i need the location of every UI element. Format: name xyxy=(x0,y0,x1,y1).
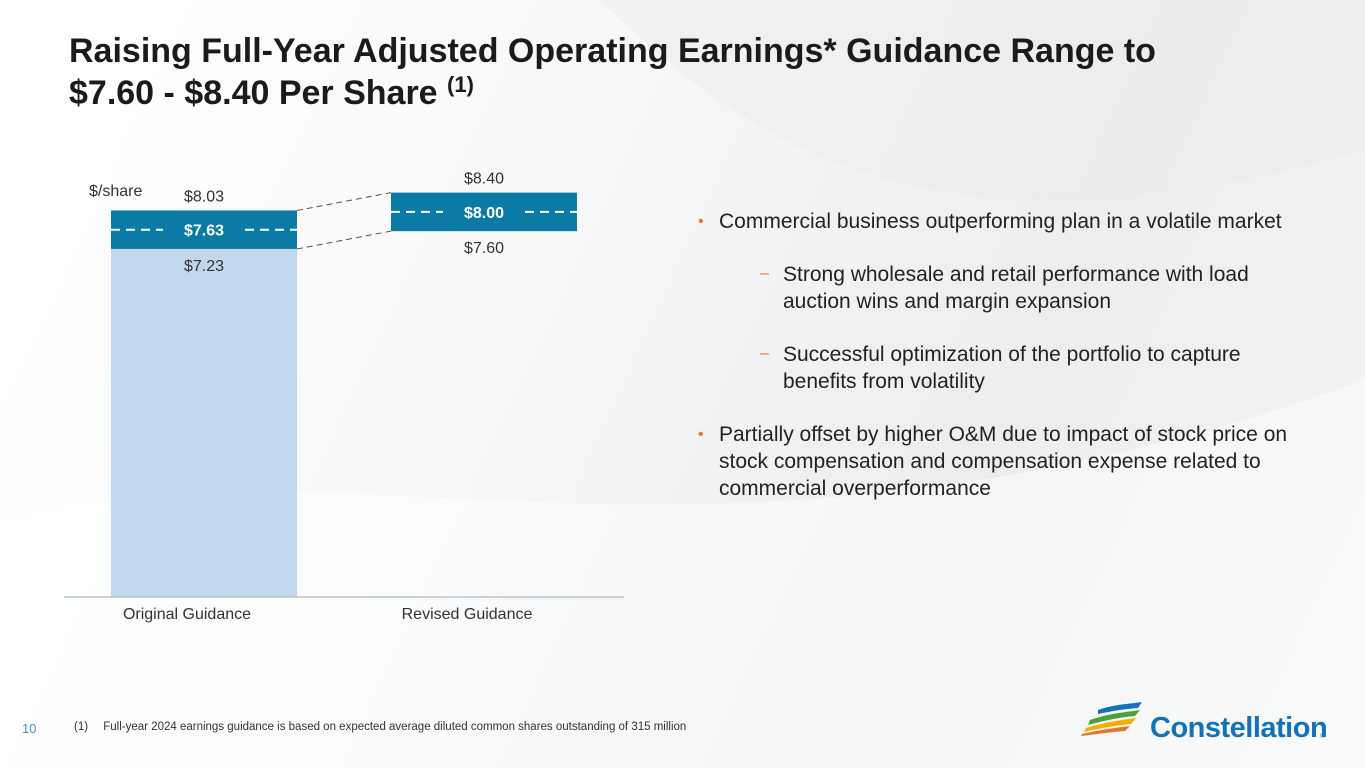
low-label-original: $7.23 xyxy=(184,258,224,275)
high-label-revised: $8.40 xyxy=(464,171,504,188)
sub-bullet-1: – Strong wholesale and retail performanc… xyxy=(698,261,1298,315)
bullet-list: • Commercial business outperforming plan… xyxy=(698,208,1298,528)
y-axis-label: $/share xyxy=(89,183,142,200)
bullet-1-text: Commercial business outperforming plan i… xyxy=(719,210,1282,233)
category-label-original: Original Guidance xyxy=(123,606,251,623)
logo-wordmark: Constellation xyxy=(1150,712,1328,744)
midpoint-label-original: $7.63 xyxy=(184,223,224,240)
logo-registered: ® xyxy=(1320,734,1325,740)
sub-bullet-1-text: Strong wholesale and retail performance … xyxy=(783,263,1249,313)
title-text: Raising Full-Year Adjusted Operating Ear… xyxy=(69,32,1156,112)
sub-bullet-dash: – xyxy=(760,345,769,362)
constellation-logo-icon xyxy=(1081,702,1142,736)
connector-top xyxy=(296,192,392,211)
high-label-original: $8.03 xyxy=(184,188,224,205)
bullet-2: • Partially offset by higher O&M due to … xyxy=(698,421,1298,502)
base-bar-original xyxy=(111,248,297,597)
bullet-dot: • xyxy=(698,213,704,230)
bullet-2-text: Partially offset by higher O&M due to im… xyxy=(719,423,1288,500)
sub-bullet-2-text: Successful optimization of the portfolio… xyxy=(783,343,1241,393)
footnote: (1) Full-year 2024 earnings guidance is … xyxy=(74,721,686,733)
sub-bullet-dash: – xyxy=(760,265,769,282)
connector-bottom xyxy=(296,230,392,250)
low-label-revised: $7.60 xyxy=(464,240,504,257)
title-footnote-ref: (1) xyxy=(447,72,474,97)
bullet-1: • Commercial business outperforming plan… xyxy=(698,208,1298,235)
page-number: 10 xyxy=(22,721,37,736)
footnote-mark: (1) xyxy=(74,721,89,733)
footnote-text: Full-year 2024 earnings guidance is base… xyxy=(103,721,687,733)
bullet-dot: • xyxy=(698,426,704,443)
page-title: Raising Full-Year Adjusted Operating Ear… xyxy=(69,30,1249,114)
sub-bullet-2: – Successful optimization of the portfol… xyxy=(698,341,1298,395)
category-label-revised: Revised Guidance xyxy=(402,606,533,623)
midpoint-label-revised: $8.00 xyxy=(464,205,504,222)
